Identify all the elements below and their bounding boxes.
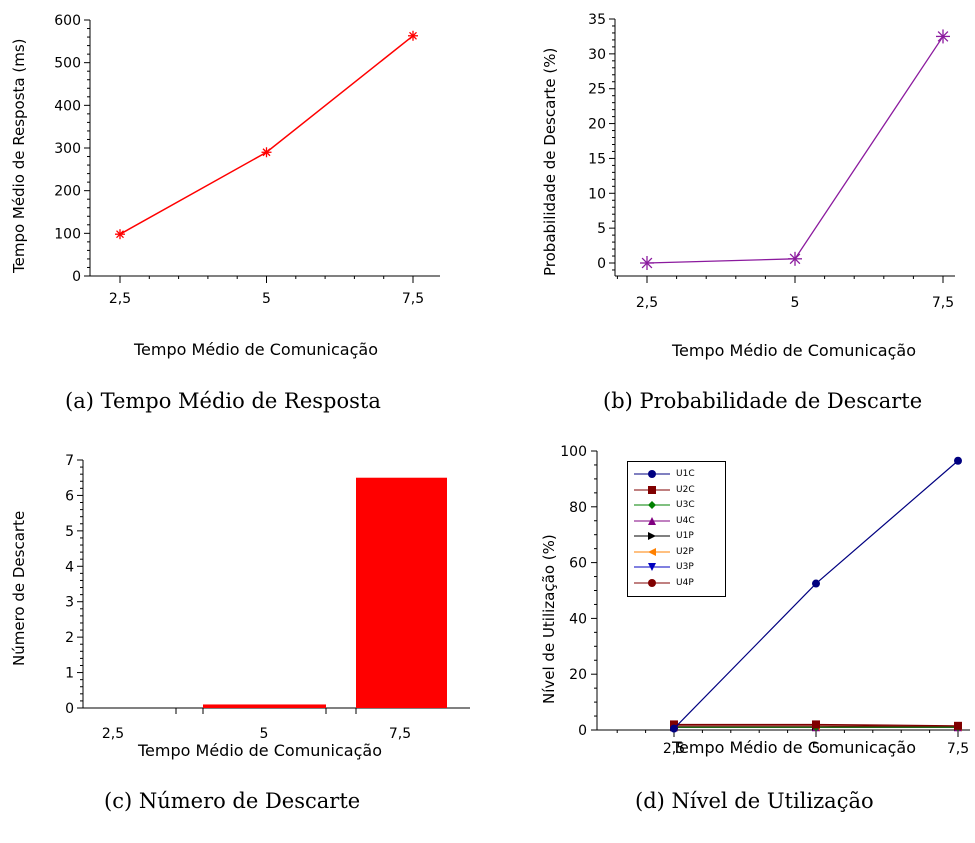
chart-d-legend-label: U1P [676,531,694,541]
legend-swatch [634,501,670,509]
chart-d-ytick-label: 0 [578,723,587,739]
chart-c-xtick-label: 7,5 [389,726,411,742]
chart-a-ytick-label: 400 [54,98,81,114]
chart-b-ytick-label: 35 [588,12,606,28]
chart-a-svg: 0 100 200 300 400 500 600 2,5 5 7,5 [54,13,440,307]
chart-b-point [788,251,802,266]
chart-c-ytick-label: 0 [65,701,74,717]
chart-a-point [408,30,418,41]
chart-a-xlabel: Tempo Médio de Comunicação [134,340,378,359]
chart-d-ytick-label: 20 [569,667,587,683]
legend-marker [648,563,656,571]
chart-d-point [670,720,678,729]
chart-d-legend-label: U3C [676,500,695,510]
chart-a-ytick-label: 100 [54,226,81,242]
legend-marker [648,485,656,494]
chart-d-ytick-label: 80 [569,500,587,516]
chart-c-ytick-label: 2 [65,630,74,646]
legend-marker [648,470,656,478]
chart-b-ytick-label: 0 [597,256,606,272]
chart-b-ytick-label: 30 [588,47,606,63]
legend-swatch [634,485,670,494]
chart-a-caption: (a) Tempo Médio de Resposta [65,389,381,413]
chart-b-ytick-label: 20 [588,117,606,133]
chart-d-legend-label: U4C [676,515,695,526]
chart-panel-d: 0 20 40 60 80 100 2,5 5 7,5 Nível de Utilização … [0,421,975,843]
legend-swatch [634,578,670,587]
chart-b-caption: (b) Probabilidade de Descarte [603,389,923,413]
chart-b-ytick-label: 5 [597,221,606,237]
chart-d-xtick-label: 2,5 [663,741,685,757]
chart-a-ytick-label: 0 [72,269,81,285]
chart-d-ytick-label: 40 [569,611,587,627]
chart-a-xtick-label: 2,5 [109,291,131,307]
chart-c-xtick-label: 2,5 [102,726,124,742]
legend-swatch [634,547,670,556]
chart-d-legend-label: U2P [676,546,694,557]
chart-c-caption: (c) Número de Descarte [104,789,361,813]
chart-c-ytick-label: 5 [65,524,74,540]
chart-d-legend-label: U4P [676,577,694,588]
chart-b-xlabel: Tempo Médio de Comunicação [672,341,916,360]
chart-d-svg: 0 20 40 60 80 100 2,5 5 7,5 [560,444,970,757]
chart-a-ytick-label: 600 [54,13,81,29]
chart-d-point [812,579,820,588]
chart-a-point [115,229,125,240]
chart-a-point [261,147,272,158]
legend-marker [648,578,656,587]
chart-a-ytick-label: 300 [54,141,81,157]
legend-marker [648,516,656,525]
chart-d-legend: U1C U2C U3C U4C U1P U2P U3P U4P [627,461,726,597]
chart-d-ytick-label: 60 [569,556,587,572]
chart-d-ytick-label: 100 [560,444,587,460]
legend-swatch [634,470,670,478]
chart-d-xtick-label: 7,5 [947,741,969,757]
chart-a-xtick-label: 7,5 [402,291,424,307]
chart-c-ytick-label: 7 [65,453,74,469]
chart-b-point [640,256,654,270]
chart-d-point [670,724,678,733]
chart-c-xlabel: Tempo Médio de Comunicação [138,741,382,760]
chart-b-ytick-label: 15 [588,151,606,167]
legend-swatch [634,516,670,525]
legend-marker [648,547,656,556]
chart-d-caption: (d) Nível de Utilização [635,789,874,813]
chart-a-ytick-label: 200 [54,184,81,200]
chart-b-ytick-label: 25 [588,82,606,98]
chart-a-ytick-label: 500 [54,56,81,72]
chart-c-ytick-label: 3 [65,595,74,611]
chart-a-xtick-label: 5 [262,291,271,307]
chart-c-ytick-label: 4 [65,559,74,575]
chart-b-ylabel: Probabilidade de Descarte (%) [541,47,559,276]
legend-marker [648,501,656,509]
chart-panel-a: 0 100 200 300 400 500 600 2,5 5 7,5 Tempo Médio d… [0,0,487,421]
legend-swatch [634,532,670,540]
legend-marker [648,532,656,540]
chart-panel-c: 0 1 2 3 4 5 6 7 2,5 5 7,5 Número de Descarte Tempo… [0,421,487,843]
chart-d-xtick-label: 5 [812,741,821,757]
chart-c-bar [203,704,326,708]
legend-swatch [634,563,670,571]
chart-d-legend-label: U1C [676,469,695,479]
chart-b-xtick-label: 2,5 [636,295,658,311]
chart-c-bar [356,477,447,708]
chart-d-xlabel: Tempo Médio de Comunicação [672,738,916,757]
chart-c-ytick-label: 6 [65,488,74,504]
chart-c-svg: 0 1 2 3 4 5 6 7 2,5 5 7,5 [65,453,470,742]
chart-d-point [812,720,820,729]
chart-b-xtick-label: 5 [791,295,800,311]
chart-b-xtick-label: 7,5 [932,295,954,311]
chart-d-point [954,456,962,465]
chart-d-point [954,721,962,730]
chart-b-svg: 0 5 10 15 20 25 30 35 2,5 5 7,5 [588,12,955,311]
chart-b-series-line [646,36,944,264]
chart-c-xtick-label: 5 [260,726,269,742]
chart-d-legend-label: U2C [676,484,695,495]
chart-d-legend-label: U3P [676,562,694,572]
chart-b-ytick-label: 10 [588,186,606,202]
chart-b-point [936,29,950,44]
chart-panel-b: 0 5 10 15 20 25 30 35 2,5 5 7,5 Probabilidade de D… [0,0,975,421]
chart-d-ylabel: Nível de Utilização (%) [540,534,558,704]
chart-c-ytick-label: 1 [65,666,74,682]
